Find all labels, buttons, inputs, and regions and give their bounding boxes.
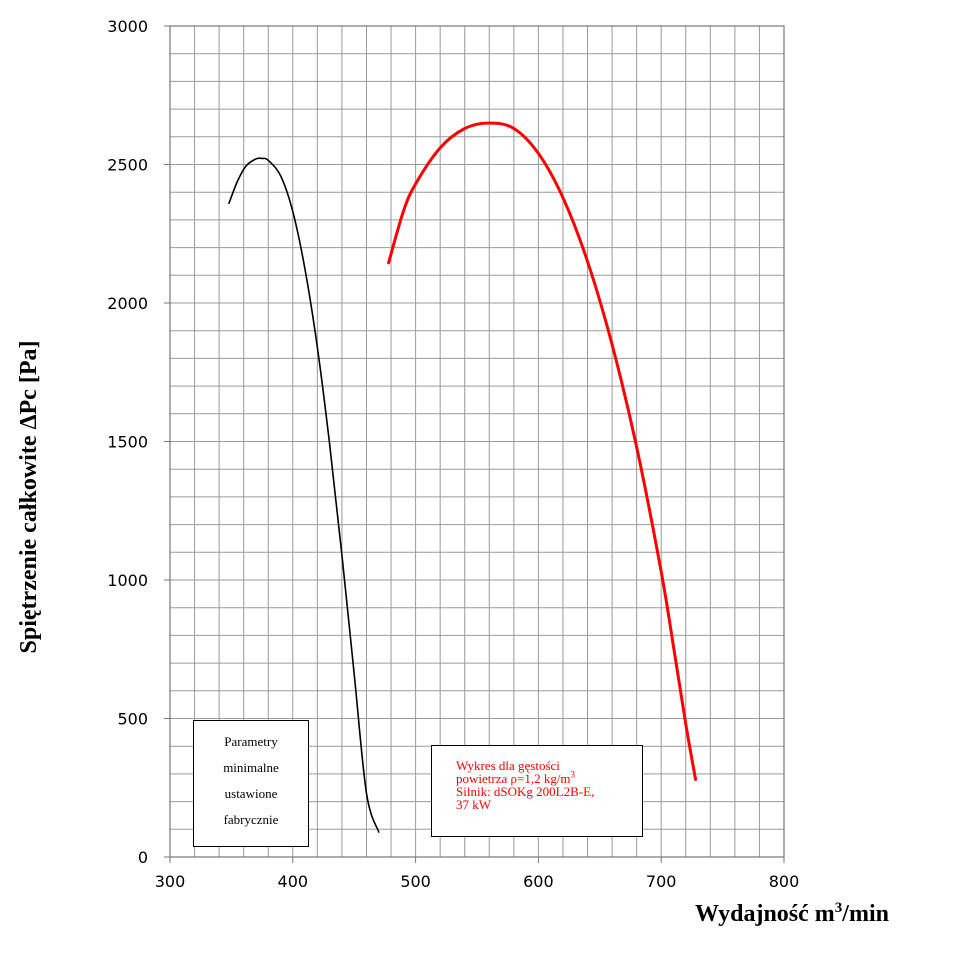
y-tick-label: 2000 <box>107 294 148 313</box>
series-line-red <box>387 121 698 781</box>
y-tick-label: 1500 <box>107 433 148 452</box>
box-line: ustawione <box>224 786 278 801</box>
x-tick-label: 300 <box>155 872 186 891</box>
x-axis-label: Wydajność m3/min <box>695 900 889 927</box>
box-line: Parametry <box>224 734 278 749</box>
minimum-parameters-box: Parametry minimalne ustawione fabrycznie <box>193 720 309 847</box>
plot-frame <box>164 25 785 863</box>
y-tick-label: 500 <box>117 710 148 729</box>
y-tick-label: 0 <box>138 848 148 867</box>
info-line: Wykres dla gęstości <box>456 758 560 773</box>
x-tick-label: 700 <box>646 872 677 891</box>
y-tick-label: 2500 <box>107 156 148 175</box>
y-axis-label: Spiętrzenie całkowite ΔPc [Pa] <box>16 341 42 654</box>
x-tick-label: 400 <box>278 872 309 891</box>
x-tick-label: 500 <box>400 872 431 891</box>
x-tick-label: 800 <box>769 872 800 891</box>
series-line-black <box>228 157 380 833</box>
info-line: 37 kW <box>456 797 492 812</box>
y-tick-label: 1000 <box>107 571 148 590</box>
density-info-box: Wykres dla gęstości powietrza ρ=1,2 kg/m… <box>431 745 643 837</box>
info-line: powietrza ρ=1,2 kg/m3 <box>456 769 576 786</box>
x-tick-label: 600 <box>523 872 554 891</box>
series-lines <box>228 121 698 833</box>
grid <box>169 25 785 858</box>
y-tick-labels: 0 500 1000 1500 2000 2500 3000 <box>107 17 148 867</box>
box-line: fabrycznie <box>223 812 279 827</box>
y-tick-label: 3000 <box>107 17 148 36</box>
x-tick-labels: 300 400 500 600 700 800 <box>155 872 800 891</box>
info-line: Silnik: dSOKg 200L2B-E, <box>456 784 595 799</box>
box-line: minimalne <box>223 760 279 775</box>
